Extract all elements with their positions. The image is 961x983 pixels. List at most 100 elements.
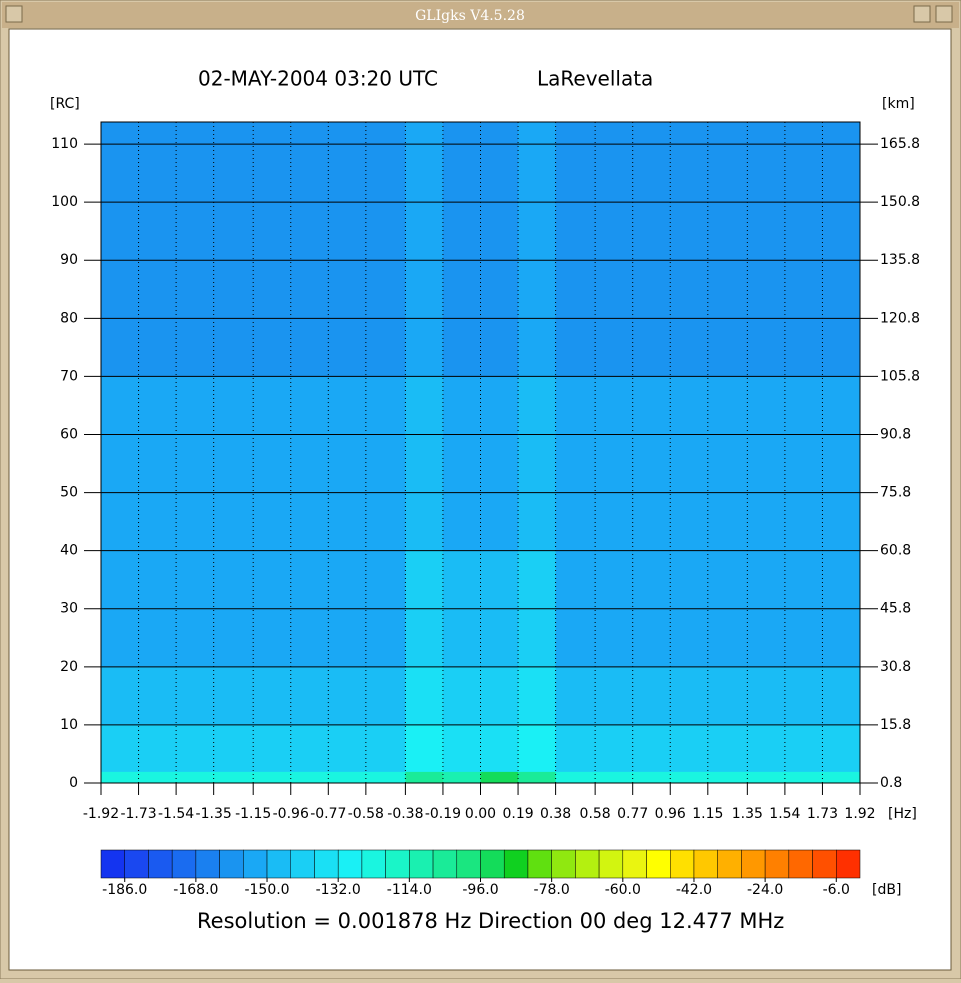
heatmap-cell <box>405 771 444 784</box>
heatmap-cell <box>328 122 367 377</box>
y2-axis-label: [km] <box>882 96 915 112</box>
colorbar-cell <box>503 849 529 879</box>
x-tick-label: 0.58 <box>580 806 611 822</box>
heatmap-cell <box>822 376 861 552</box>
heatmap-cell <box>518 771 557 784</box>
heatmap-cell <box>480 724 519 772</box>
y2-tick-label: 120.8 <box>880 310 920 326</box>
heatmap-cell <box>480 771 519 784</box>
y-axis-label: [RC] <box>50 96 80 112</box>
heatmap-cell <box>365 376 406 552</box>
x-tick-label: 0.96 <box>655 806 686 822</box>
x-tick-label: 0.00 <box>465 806 496 822</box>
colorbar-tick-label: -114.0 <box>387 882 432 898</box>
x-tick-label: 0.38 <box>540 806 571 822</box>
x-tick-label: 1.54 <box>769 806 800 822</box>
colorbar-cell <box>432 849 458 879</box>
colorbar-cell <box>337 849 363 879</box>
colorbar-cell <box>670 849 695 879</box>
heatmap-cell <box>253 376 292 552</box>
x-tick-label: -0.19 <box>425 806 461 822</box>
heatmap-cell <box>555 376 596 552</box>
y-tick-label: 70 <box>60 368 78 384</box>
y-tick-label: 110 <box>51 136 78 152</box>
y2-tick-label: 45.8 <box>880 601 911 617</box>
heatmap-cell <box>595 724 634 772</box>
colorbar-tick-label: -78.0 <box>534 882 570 898</box>
x-tick-label: 0.77 <box>617 806 648 822</box>
heatmap-cell <box>442 122 481 377</box>
colorbar-tick-label: -150.0 <box>244 882 289 898</box>
y-tick-label: 90 <box>60 252 78 268</box>
heatmap-cell <box>632 771 671 784</box>
y2-tick-label: 30.8 <box>880 659 911 675</box>
colorbar-cell <box>480 849 505 879</box>
heatmap-cell <box>213 376 254 552</box>
heatmap-cell <box>670 771 709 784</box>
x-tick-label: -1.73 <box>120 806 156 822</box>
colorbar-cell <box>266 849 291 879</box>
colorbar-cell <box>598 849 624 879</box>
colorbar-cell <box>148 849 173 879</box>
heatmap-cell <box>555 724 596 772</box>
heatmap-cell <box>290 376 329 552</box>
heatmap-cell <box>290 771 329 784</box>
heatmap-cell <box>442 666 481 726</box>
x-tick-label: 0.19 <box>502 806 533 822</box>
heatmap-cell <box>670 724 709 772</box>
heatmap-cell <box>442 376 481 552</box>
colorbar-cell <box>551 849 576 879</box>
colorbar-tick-label: -96.0 <box>462 882 498 898</box>
heatmap-cell <box>480 376 519 552</box>
heatmap-cell <box>101 724 140 772</box>
colorbar-cell <box>622 849 647 879</box>
colorbar-cell <box>646 849 671 879</box>
x-axis-label: [Hz] <box>888 806 917 822</box>
heatmap-cell <box>290 666 329 726</box>
x-tick-label: 1.73 <box>807 806 838 822</box>
y-tick-label: 50 <box>60 485 78 501</box>
chart-title: 02-MAY-2004 03:20 UTC <box>198 67 438 91</box>
y2-tick-label: 135.8 <box>880 252 920 268</box>
heatmap-cell <box>822 771 861 784</box>
x-tick-label: -0.77 <box>310 806 346 822</box>
y-tick-label: 20 <box>60 659 78 675</box>
heatmap-cell <box>405 376 444 552</box>
x-tick-label: -0.58 <box>348 806 384 822</box>
colorbar-tick-label: -6.0 <box>823 882 850 898</box>
colorbar-label: [dB] <box>872 882 901 898</box>
heatmap-cell <box>595 666 634 726</box>
heatmap-cell <box>747 122 786 377</box>
heatmap-cell <box>518 724 557 772</box>
y2-tick-label: 15.8 <box>880 717 911 733</box>
colorbar-tick-label: -132.0 <box>316 882 361 898</box>
y-tick-label: 100 <box>51 194 78 210</box>
heatmap-cell <box>176 666 215 726</box>
x-tick-label: -1.35 <box>196 806 232 822</box>
heatmap-cell <box>595 771 634 784</box>
heatmap-cell <box>747 724 786 772</box>
colorbar-cell <box>741 849 766 879</box>
heatmap-cell <box>253 666 292 726</box>
heatmap-cell <box>707 666 748 726</box>
y-tick-label: 0 <box>69 775 78 791</box>
x-tick-label: -0.96 <box>273 806 309 822</box>
heatmap-cell <box>518 376 557 552</box>
maximize-button[interactable] <box>935 5 953 23</box>
heatmap-cell <box>253 771 292 784</box>
heatmap-cell <box>290 724 329 772</box>
x-tick-label: 1.35 <box>732 806 763 822</box>
y2-tick-label: 60.8 <box>880 543 911 559</box>
heatmap-cell <box>405 666 444 726</box>
colorbar-cell <box>693 849 718 879</box>
menu-button[interactable] <box>5 5 23 23</box>
colorbar-cell <box>812 849 837 879</box>
colorbar-tick-label: -168.0 <box>173 882 218 898</box>
heatmap-cell <box>707 376 748 552</box>
colorbar-cell <box>361 849 386 879</box>
colorbar-cell <box>195 849 220 879</box>
heatmap-cell <box>176 122 215 377</box>
minimize-button[interactable] <box>913 5 931 23</box>
y-tick-label: 30 <box>60 601 78 617</box>
heatmap-cell <box>707 122 748 377</box>
